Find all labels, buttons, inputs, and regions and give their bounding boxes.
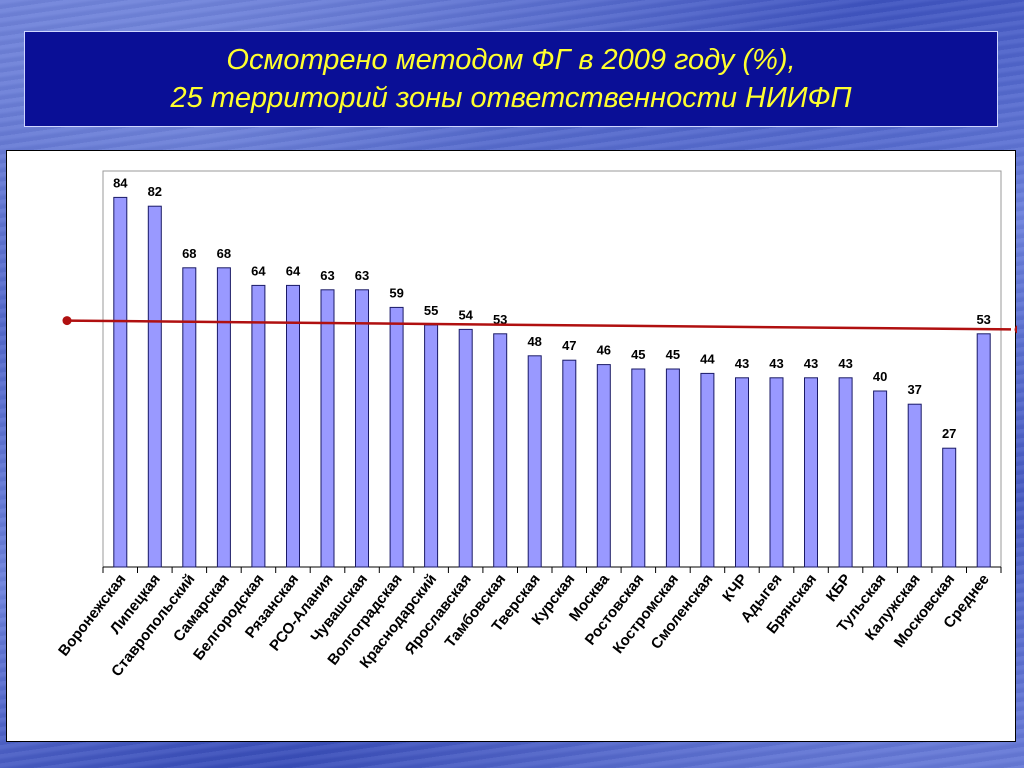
bar-value-label: 45: [666, 347, 680, 362]
bar-value-label: 40: [873, 369, 887, 384]
plot-area: [102, 170, 1002, 568]
bar-value-label: 84: [113, 175, 128, 190]
title-banner: Осмотрено методом ФГ в 2009 году (%), 25…: [24, 31, 998, 127]
bar: [320, 289, 335, 568]
bar-value-label: 43: [838, 356, 852, 371]
bar-value-label: 68: [217, 246, 231, 261]
bar: [113, 196, 128, 568]
bar-value-label: 46: [597, 343, 611, 358]
bar-value-label: 37: [907, 382, 921, 397]
bar-chart: 84Воронежская82Липецкая68Ставропольский6…: [55, 170, 1017, 680]
bar: [596, 364, 611, 568]
bar-value-label: 44: [700, 351, 715, 366]
bar: [424, 324, 439, 568]
bar-value-label: 53: [976, 312, 990, 327]
bar: [700, 372, 715, 568]
category-label: КЧР: [719, 571, 751, 605]
bar-value-label: 48: [527, 334, 541, 349]
bar-value-label: 53: [493, 312, 507, 327]
bar: [493, 333, 508, 568]
chart-panel: 84 Воронежская 82 Липецкая 68 Ставропольский 6…: [6, 150, 1017, 742]
bar: [389, 306, 404, 568]
bar: [182, 267, 197, 568]
trend-line: [66, 319, 1012, 331]
bar: [527, 355, 542, 568]
bar: [873, 390, 888, 568]
bar-value-label: 47: [562, 338, 576, 353]
bar-value-label: 54: [458, 307, 473, 322]
bar: [804, 377, 818, 568]
bar: [838, 377, 853, 568]
bar-value-label: 64: [251, 263, 266, 278]
bar: [942, 447, 957, 568]
bar-value-label: 43: [804, 356, 818, 371]
bar-value-label: 82: [148, 184, 162, 199]
bar-value-label: 27: [942, 426, 956, 441]
title-line-2: 25 территорий зоны ответственности НИИФП: [170, 82, 852, 114]
bar: [631, 368, 646, 568]
bar-value-label: 45: [631, 347, 645, 362]
bar-value-label: 59: [389, 285, 403, 300]
bar: [147, 205, 162, 568]
bar: [665, 368, 680, 568]
bar: [458, 328, 473, 568]
bar: [769, 377, 784, 568]
bar: [286, 284, 300, 568]
trend-line-end-marker: [1014, 325, 1017, 334]
bar: [976, 333, 991, 568]
trend-line-start-marker: [62, 316, 72, 326]
bar-value-label: 63: [355, 268, 369, 283]
bar-value-label: 68: [182, 246, 196, 261]
bar: [907, 403, 922, 568]
bar-value-label: 43: [769, 356, 783, 371]
bar: [355, 289, 369, 568]
bar: [735, 377, 749, 568]
bar-value-label: 63: [320, 268, 334, 283]
bar-value-label: 43: [735, 356, 749, 371]
bar: [562, 359, 577, 568]
category-label: КБР: [823, 571, 855, 605]
bar: [251, 284, 266, 568]
bar-value-label: 64: [286, 263, 301, 278]
bar-value-label: 55: [424, 303, 438, 318]
title-line-1: Осмотрено методом ФГ в 2009 году (%),: [226, 44, 796, 76]
bar: [216, 267, 231, 568]
